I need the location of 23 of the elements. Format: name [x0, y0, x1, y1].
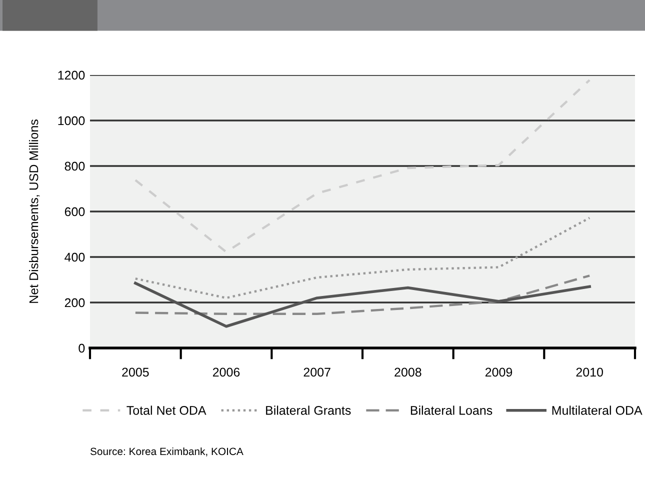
line-series	[134, 274, 591, 315]
source-note: Source: Korea Eximbank, KOICA	[90, 447, 244, 456]
line-series	[134, 216, 591, 300]
y-tick-label: 400	[64, 252, 85, 262]
line-series	[134, 78, 591, 254]
x-tick-label: 2006	[212, 368, 240, 377]
x-tick-label: 2010	[576, 368, 603, 377]
x-tick-label: 2008	[394, 368, 422, 377]
x-tick-label: 2009	[485, 368, 512, 377]
line-series	[134, 282, 591, 328]
legend-label: Bilateral Grants	[266, 406, 351, 415]
x-tick-label: 2007	[304, 368, 330, 377]
y-tick-label: 600	[64, 207, 85, 216]
y-tick-label: 0	[78, 344, 85, 353]
legend-label: Multilateral ODA	[552, 406, 642, 415]
legend-label: Total Net ODA	[126, 406, 206, 415]
y-tick-label: 1200	[58, 70, 85, 80]
y-tick-label: 800	[64, 162, 85, 171]
x-tick-label: 2005	[122, 368, 149, 377]
y-tick-label: 200	[64, 298, 85, 308]
y-tick-label: 1000	[58, 116, 85, 126]
legend-label: Bilateral Loans	[410, 406, 492, 415]
y-axis-title: Net Disbursements, USD Millions	[29, 120, 40, 303]
